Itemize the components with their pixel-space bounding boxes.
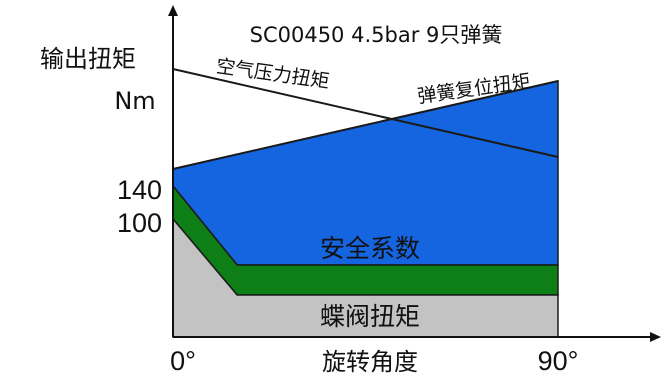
y-tick-label-0: 140 xyxy=(117,175,162,205)
valve-torque-label: 蝶阀扭矩 xyxy=(320,302,420,331)
air-pressure-torque-line xyxy=(172,68,559,158)
safety-factor-label: 安全系数 xyxy=(320,234,420,263)
x-tick-label-0: 0° xyxy=(170,346,196,376)
x-tick-label-1: 90° xyxy=(538,346,579,376)
x-axis-arrow xyxy=(650,332,661,342)
y-axis-label: 输出扭矩 xyxy=(40,45,136,73)
y-tick-label-1: 100 xyxy=(117,208,162,238)
air-pressure-torque-label: 空气压力扭矩 xyxy=(215,55,331,93)
y-axis-unit: Nm xyxy=(114,87,155,115)
spring-return-torque-line xyxy=(172,80,559,170)
y-axis-arrow xyxy=(168,5,178,16)
chart-title: SC00450 4.5bar 9只弹簧 xyxy=(250,23,503,47)
x-axis-label: 旋转角度 xyxy=(322,348,418,376)
